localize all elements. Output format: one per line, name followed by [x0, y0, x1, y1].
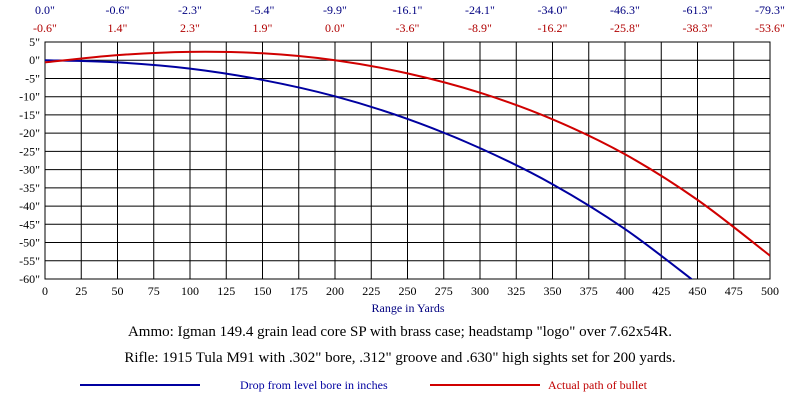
x-tick-label: 250: [399, 284, 417, 298]
path-value-label: 1.4": [108, 21, 128, 35]
y-tick-label: -20": [19, 126, 40, 140]
legend-label-path: Actual path of bullet: [548, 378, 648, 392]
path-value-label: 2.3": [180, 21, 200, 35]
y-tick-label: -10": [19, 90, 40, 104]
y-tick-label: -5": [25, 71, 40, 85]
y-tick-label: -30": [19, 163, 40, 177]
tick-labels: 0 25 50 75 100 125 150 175 200 225 250 275 300 325 350…: [19, 35, 779, 298]
y-tick-label: -55": [19, 254, 40, 268]
x-tick-label: 0: [42, 284, 48, 298]
y-tick-label: 5": [29, 35, 40, 49]
grid: [44, 41, 771, 280]
x-tick-label: 200: [326, 284, 344, 298]
legend-label-drop: Drop from level bore in inches: [240, 378, 388, 392]
drop-value-label: -46.3": [610, 3, 640, 17]
x-tick-label: 150: [254, 284, 272, 298]
path-value-label: -53.6": [755, 21, 785, 35]
rifle-caption: Rifle: 1915 Tula M91 with .302" bore, .3…: [124, 350, 676, 366]
series-lines: [45, 50, 770, 279]
x-axis-label: Range in Yards: [371, 301, 444, 315]
path-value-label: -8.9": [468, 21, 492, 35]
x-tick-label: 225: [362, 284, 380, 298]
top-value-rows: 0.0" -0.6" -0.6" 1.4" -2.3" 2.3" -5.4" 1.9" -9.9…: [33, 3, 785, 35]
path-value-label: -0.6": [33, 21, 57, 35]
drop-value-label: -0.6": [106, 3, 130, 17]
path-value-label: -3.6": [396, 21, 420, 35]
x-tick-label: 300: [471, 284, 489, 298]
plot-frame: [44, 41, 771, 280]
drop-value-label: -5.4": [251, 3, 275, 17]
y-tick-label: -60": [19, 272, 40, 286]
x-tick-label: 450: [689, 284, 707, 298]
x-tick-label: 75: [148, 284, 160, 298]
legend: Drop from level bore in inches Actual pat…: [80, 378, 648, 392]
x-tick-label: 325: [507, 284, 525, 298]
y-tick-label: -40": [19, 199, 40, 213]
path-value-label: 1.9": [253, 21, 273, 35]
drop-value-label: -34.0": [538, 3, 568, 17]
path-value-label: 0.0": [325, 21, 345, 35]
x-tick-label: 400: [616, 284, 634, 298]
x-tick-label: 100: [181, 284, 199, 298]
x-tick-label: 475: [725, 284, 743, 298]
y-tick-label: -35": [19, 181, 40, 195]
drop-value-label: -24.1": [465, 3, 495, 17]
x-tick-label: 175: [290, 284, 308, 298]
path-value-label: -38.3": [683, 21, 713, 35]
x-tick-label: 50: [112, 284, 124, 298]
x-tick-label: 375: [580, 284, 598, 298]
drop-value-label: -61.3": [683, 3, 713, 17]
y-tick-label: -45": [19, 217, 40, 231]
y-tick-label: -50": [19, 236, 40, 250]
y-tick-label: 0": [29, 53, 40, 67]
ammo-caption: Ammo: Igman 149.4 grain lead core SP wit…: [127, 324, 673, 340]
drop-value-label: -16.1": [393, 3, 423, 17]
x-tick-label: 275: [435, 284, 453, 298]
path-value-label: -16.2": [538, 21, 568, 35]
drop-value-label: -9.9": [323, 3, 347, 17]
drop-series-line: [45, 59, 693, 279]
drop-value-label: -79.3": [755, 3, 785, 17]
drop-value-label: -2.3": [178, 3, 202, 17]
x-tick-label: 125: [217, 284, 235, 298]
drop-value-label: 0.0": [35, 3, 55, 17]
y-tick-label: -15": [19, 108, 40, 122]
y-tick-label: -25": [19, 144, 40, 158]
x-tick-label: 425: [652, 284, 670, 298]
x-tick-label: 25: [75, 284, 87, 298]
x-tick-label: 350: [544, 284, 562, 298]
x-tick-label: 500: [761, 284, 779, 298]
path-series-line: [45, 50, 770, 257]
path-value-label: -25.8": [610, 21, 640, 35]
